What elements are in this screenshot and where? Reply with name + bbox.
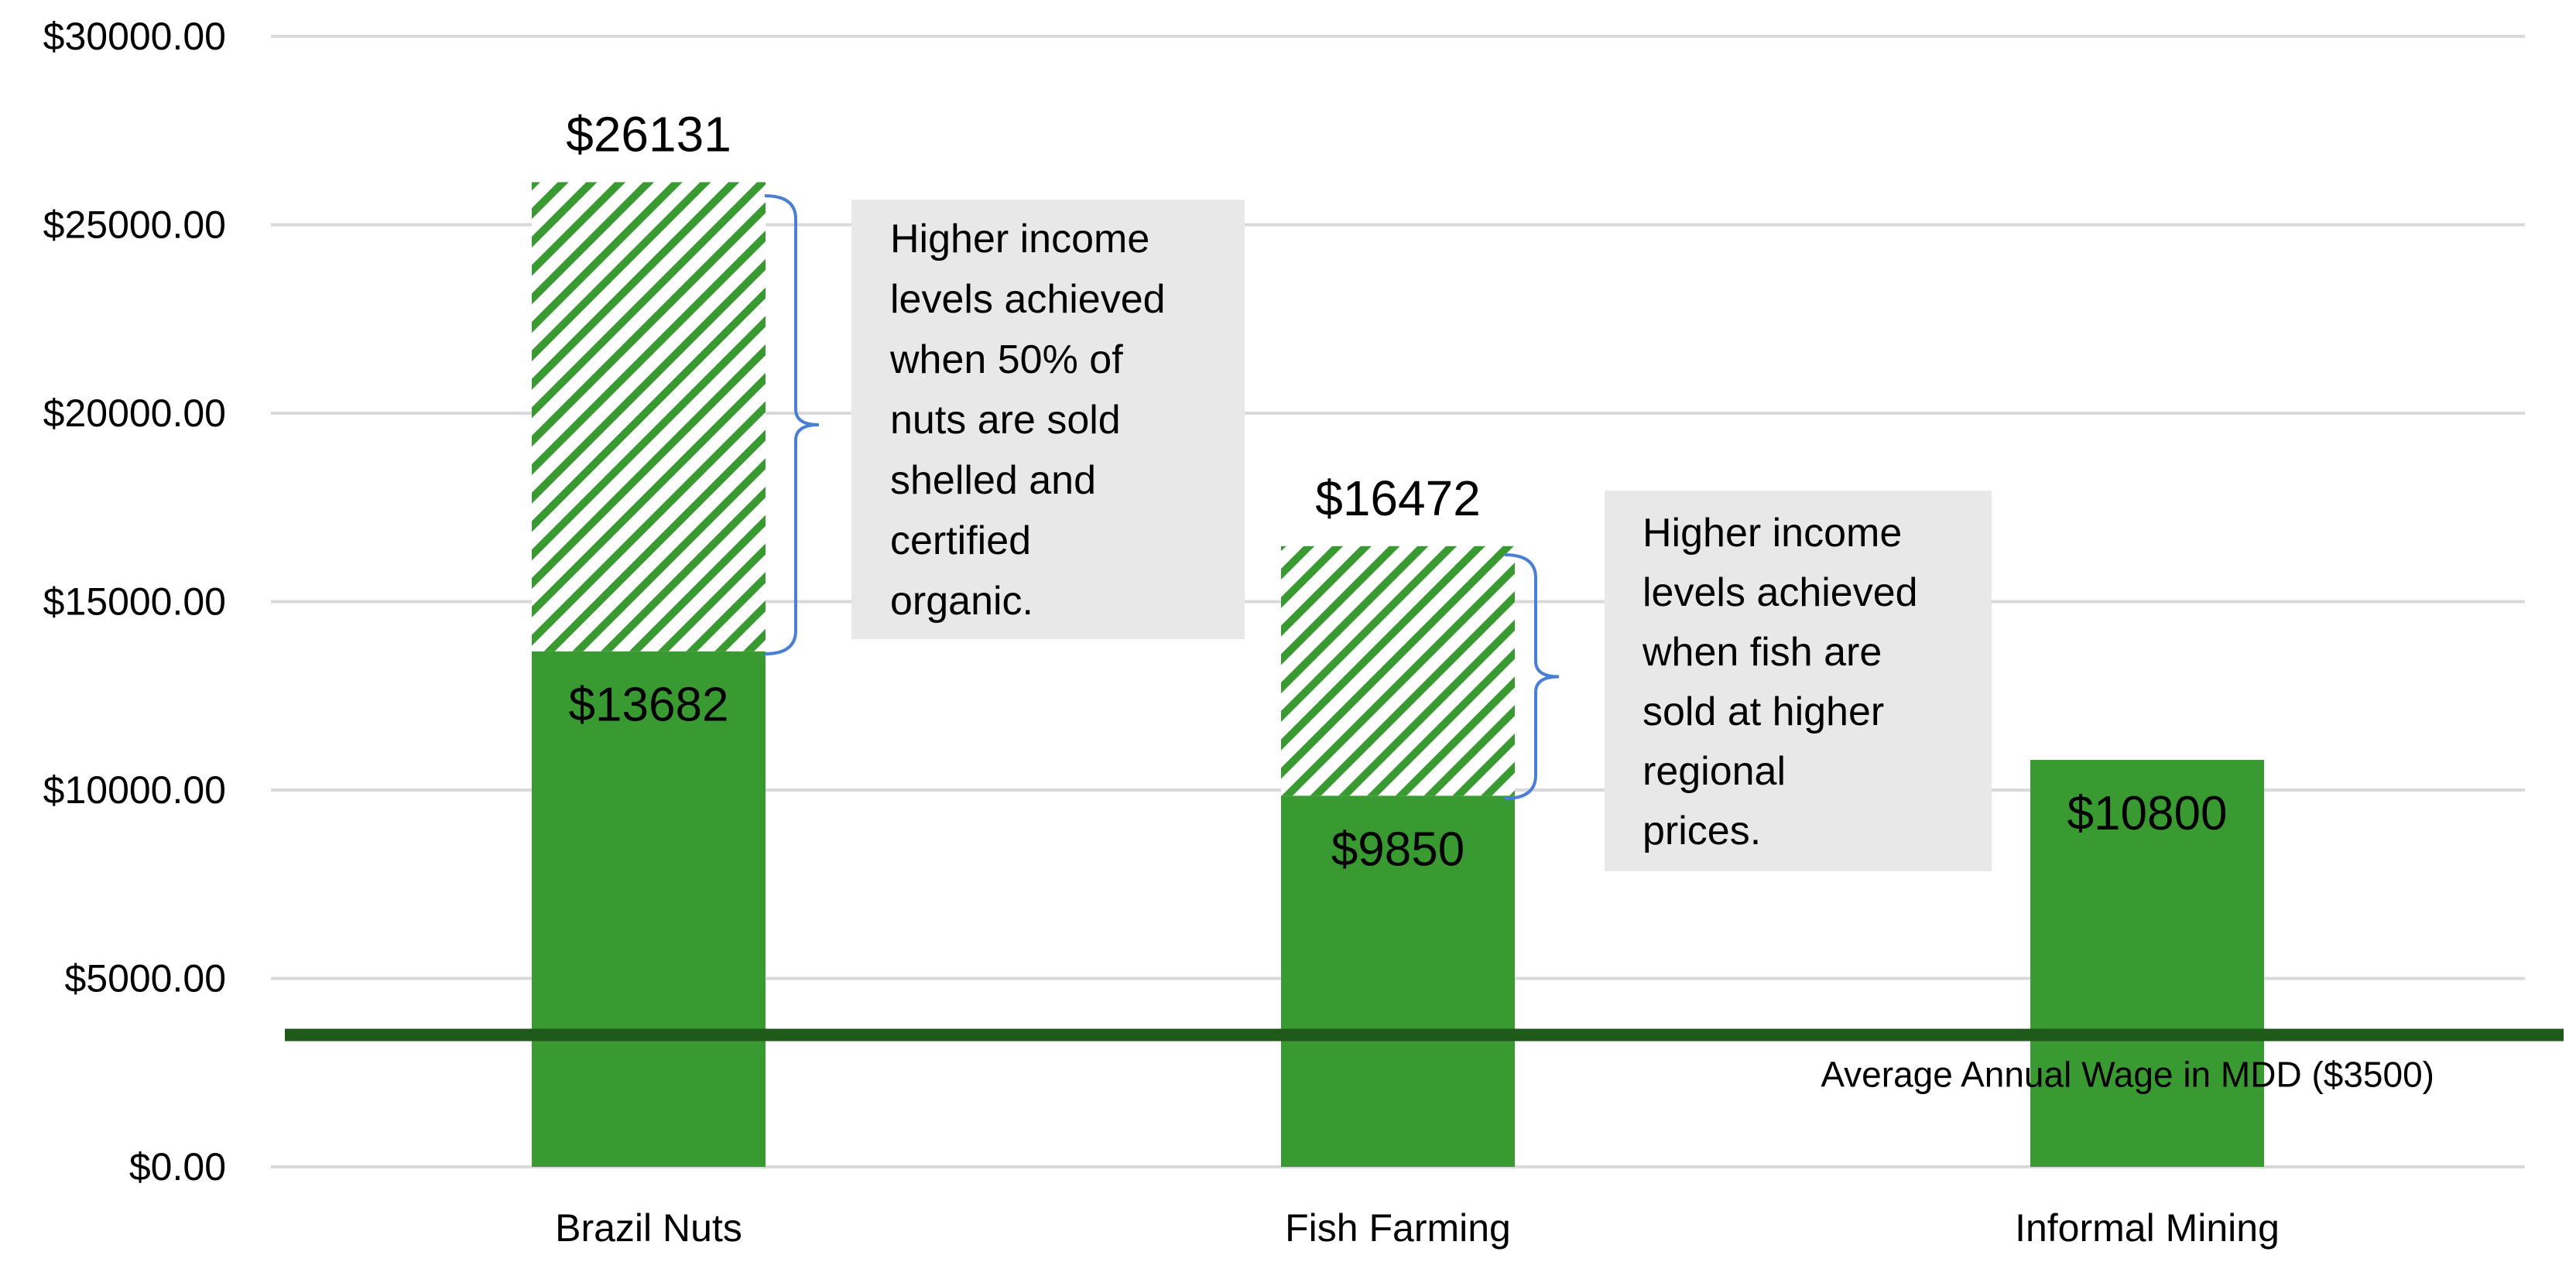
y-tick-label: $10000.00 [43, 768, 226, 812]
base-data-label: $9850 [1331, 823, 1464, 876]
annotation-text-line: Higher income [890, 217, 1149, 262]
annotation-text-line: when fish are [1642, 630, 1882, 675]
y-tick-label: $25000.00 [43, 204, 226, 247]
y-tick-label: $15000.00 [43, 580, 226, 624]
x-category-label: Brazil Nuts [555, 1206, 742, 1250]
bars: $26131 $13682 $16472 $9850 $10800 [532, 106, 2264, 1167]
y-tick-label: $30000.00 [43, 15, 226, 58]
annotation-text-line: organic. [890, 579, 1033, 624]
annotation-bracket [764, 194, 820, 655]
annotation-text-line: nuts are sold [890, 398, 1121, 443]
bar-premium-hatched [1281, 546, 1515, 796]
bar-base [2030, 760, 2264, 1167]
annotation-bracket [1504, 553, 1560, 800]
y-tick-label: $5000.00 [64, 957, 226, 1000]
x-category-label: Informal Mining [2015, 1206, 2280, 1250]
reference-line-label: Average Annual Wage in MDD ($3500) [1821, 1055, 2434, 1095]
annotation-box [851, 200, 1245, 639]
y-axis-ticks: $0.00 $5000.00 $10000.00 $15000.00 $20000.00… [43, 15, 226, 1189]
x-axis-categories: Brazil Nuts Fish Farming Informal Mining [555, 1206, 2280, 1250]
base-data-label: $10800 [2067, 787, 2228, 840]
annotation-text-line: shelled and [890, 458, 1096, 503]
reference-line-group: Average Annual Wage in MDD ($3500) [285, 1028, 2564, 1095]
annotation-text-line: regional [1643, 749, 1786, 794]
bar-base [532, 651, 766, 1167]
annotation-text-line: levels achieved [890, 277, 1166, 322]
annotation-text-line: levels achieved [1643, 570, 1918, 615]
total-data-label: $16472 [1315, 470, 1481, 526]
annotation-text-line: sold at higher [1643, 689, 1884, 734]
y-tick-label: $0.00 [129, 1145, 226, 1189]
annotations: Higher income levels achieved when 50% of n… [764, 194, 1992, 871]
annotation-text-line: prices. [1643, 809, 1761, 853]
total-data-label: $26131 [566, 106, 731, 162]
annotation-text-line: Higher income [1643, 511, 1902, 556]
bar-base [1281, 795, 1515, 1167]
annotation-box [1605, 491, 1992, 871]
x-category-label: Fish Farming [1285, 1206, 1511, 1250]
annotation-text-line: when 50% of [889, 337, 1123, 382]
bar-premium-hatched [532, 182, 766, 652]
y-tick-label: $20000.00 [43, 392, 226, 435]
base-data-label: $13682 [569, 679, 729, 732]
annotation-text-line: certified [890, 518, 1031, 563]
